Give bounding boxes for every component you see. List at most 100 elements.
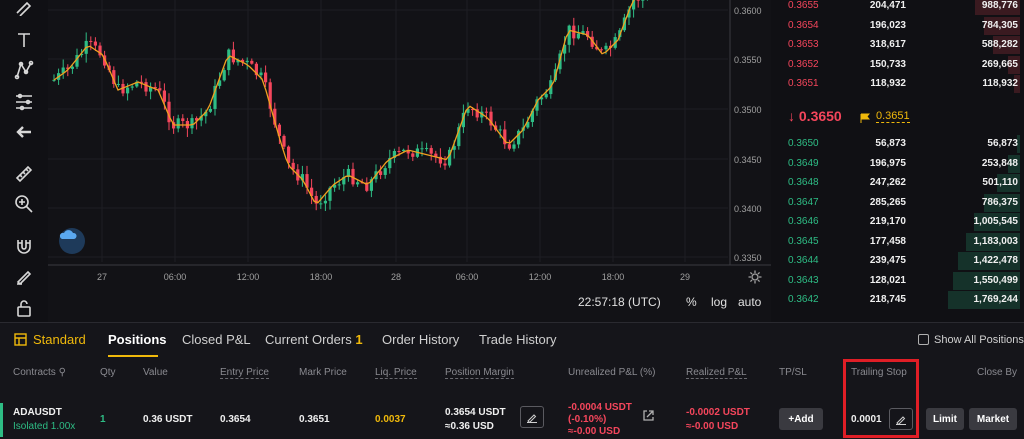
rpnl-usdt: -0.0002 USDT (686, 407, 750, 418)
ask-row[interactable]: 0.3652 150,733 269,665 (776, 53, 1024, 77)
close-limit-button[interactable]: Limit (926, 408, 964, 430)
candle-body (135, 81, 139, 87)
show-all-checkbox[interactable] (918, 334, 929, 345)
chart-clock: 22:57:18 (UTC) (578, 295, 661, 309)
position-value: 0.36 USDT (143, 414, 193, 425)
flag-icon (860, 111, 871, 129)
ask-row[interactable]: 0.3654 196,023 784,305 (776, 14, 1024, 38)
fib-tool-icon[interactable] (12, 90, 36, 114)
candle-body (563, 44, 567, 54)
ask-row[interactable]: 0.3651 118,932 118,932 (776, 72, 1024, 96)
ob-price: 0.3643 (788, 274, 819, 286)
bid-row[interactable]: 0.3642 218,745 1,769,244 (776, 288, 1024, 312)
candle-body (517, 130, 521, 145)
bid-row[interactable]: 0.3649 196,975 253,848 (776, 152, 1024, 176)
depth-bar (974, 213, 1020, 231)
tab-positions[interactable]: Positions (108, 332, 167, 347)
candle-body (241, 59, 245, 63)
tab-closed-pnl[interactable]: Closed P&L (182, 332, 251, 347)
ob-total: 269,665 (981, 58, 1018, 70)
candle-body (627, 9, 631, 18)
upnl-usdt: -0.0004 USDT (568, 402, 632, 413)
tab-order-history[interactable]: Order History (382, 332, 460, 347)
bid-row[interactable]: 0.3645 177,458 1,183,003 (776, 230, 1024, 254)
candle-body (365, 182, 369, 191)
bid-row[interactable]: 0.3647 285,265 786,375 (776, 191, 1024, 215)
candlestick-chart[interactable] (48, 0, 771, 322)
show-all-label[interactable]: Show All Positions (934, 334, 1024, 346)
ob-price: 0.3644 (788, 255, 819, 266)
tab-standard[interactable]: Standard (33, 332, 86, 347)
price-chart[interactable]: 0.3600 0.3550 0.3500 0.3450 0.3400 0.3350 27 0… (48, 0, 771, 322)
ob-price: 0.3653 (788, 39, 819, 50)
candle-body (507, 144, 511, 149)
candle-body (369, 179, 373, 191)
tab-current-orders-label: Current Orders (265, 332, 352, 347)
candle-body (544, 94, 548, 98)
candle-body (328, 187, 332, 201)
position-mode[interactable]: Isolated 1.00x (13, 421, 76, 432)
log-scale-toggle[interactable]: log (711, 295, 728, 309)
share-icon[interactable] (642, 409, 655, 427)
candle-body (383, 168, 387, 175)
layout-icon[interactable] (14, 333, 27, 351)
candle-body (319, 203, 323, 205)
col-liq-price[interactable]: Liq. Price (375, 367, 417, 379)
bid-row[interactable]: 0.3648 247,262 501,110 (776, 171, 1024, 195)
bid-row[interactable]: 0.3644 239,475 1,422,478 (776, 249, 1024, 273)
position-liq-price: 0.0037 (375, 414, 406, 425)
candle-body (167, 101, 171, 123)
bid-row[interactable]: 0.3646 219,170 1,005,545 (776, 210, 1024, 234)
col-entry-price[interactable]: Entry Price (220, 367, 269, 379)
percent-scale-toggle[interactable]: % (686, 295, 697, 309)
text-tool-icon[interactable] (12, 28, 36, 52)
pencil-lock-icon[interactable] (12, 264, 36, 288)
candle-body (195, 118, 199, 121)
candle-body (356, 182, 360, 185)
pattern-tool-icon[interactable] (12, 58, 36, 82)
ask-row[interactable]: 0.3653 318,617 588,282 (776, 33, 1024, 57)
last-price: ↓ 0.3650 (788, 108, 842, 124)
tab-trade-history[interactable]: Trade History (479, 332, 557, 347)
tab-current-orders[interactable]: Current Orders 1 (265, 332, 363, 347)
candle-body (287, 146, 291, 163)
zoom-in-icon[interactable] (12, 192, 36, 216)
candle-body (420, 148, 424, 150)
ob-total: 784,305 (981, 19, 1018, 31)
bid-row[interactable]: 0.3650 56,873 56,873 (776, 132, 1024, 156)
ob-total: 253,848 (981, 157, 1018, 169)
col-value: Value (143, 367, 168, 378)
cloud-logo-icon[interactable] (59, 228, 85, 254)
col-contracts[interactable]: Contracts ⚲ (13, 367, 66, 378)
candle-body (434, 153, 438, 157)
lock-icon[interactable] (12, 296, 36, 320)
candle-body (581, 31, 585, 34)
ruler-icon[interactable] (12, 162, 36, 186)
candle-body (443, 163, 447, 166)
edit-trailing-stop-button[interactable] (889, 408, 913, 430)
auto-scale-toggle[interactable]: auto (738, 295, 762, 309)
ob-qty: 150,733 (869, 58, 906, 70)
col-position-margin[interactable]: Position Margin (445, 367, 514, 379)
arrow-left-icon[interactable] (12, 120, 36, 144)
ask-row[interactable]: 0.3655 204,471 988,776 (776, 0, 1024, 18)
pin-icon[interactable]: ⚲ (58, 367, 66, 378)
candle-body (599, 49, 603, 51)
candle-body (392, 150, 396, 158)
mark-price[interactable]: 0.3651 (876, 110, 910, 123)
col-realized-pnl[interactable]: Realized P&L (686, 367, 747, 379)
drawing-toolbar (0, 0, 48, 322)
magnet-icon[interactable] (12, 234, 36, 258)
ob-qty: 196,975 (869, 157, 906, 169)
ob-total: 988,776 (981, 0, 1018, 11)
candle-body (641, 0, 645, 1)
close-market-button[interactable]: Market (969, 408, 1017, 430)
candle-body (310, 187, 314, 196)
position-symbol[interactable]: ADAUSDT (13, 407, 62, 418)
add-tpsl-button[interactable]: +Add (779, 408, 823, 430)
brush-icon[interactable] (12, 0, 36, 18)
bid-row[interactable]: 0.3643 128,021 1,550,499 (776, 269, 1024, 293)
ob-qty: 285,265 (869, 196, 906, 208)
candle-body (162, 90, 166, 102)
edit-margin-button[interactable] (520, 406, 544, 428)
